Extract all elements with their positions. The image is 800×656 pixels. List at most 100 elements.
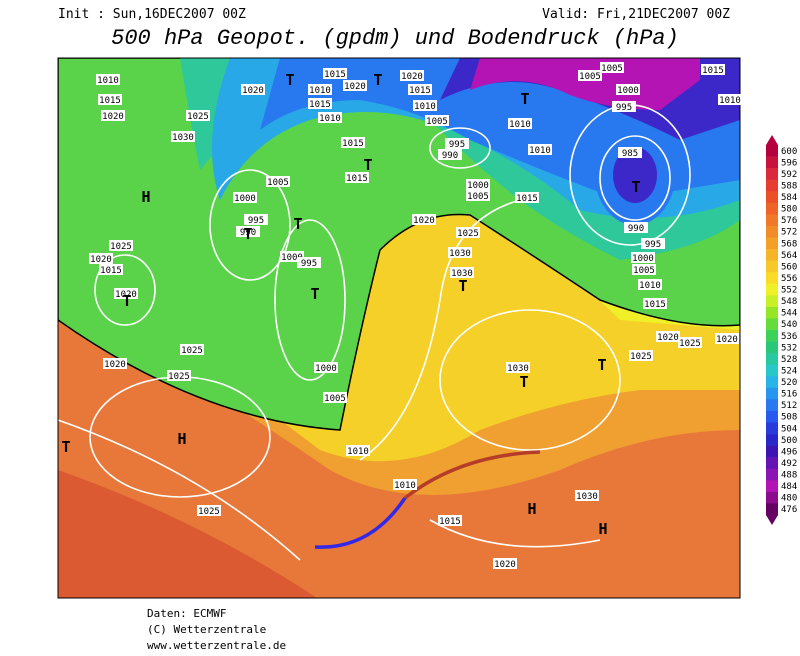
colorbar-step <box>766 249 778 261</box>
isobar-label-bg <box>448 247 472 258</box>
isobar-label-bg <box>438 515 462 526</box>
isobar-label: 1025 <box>168 372 190 382</box>
isobar-label: 1015 <box>644 300 666 310</box>
pressure-center: H <box>141 188 150 206</box>
pressure-center: T <box>519 373 528 391</box>
isobar-label-bg <box>656 331 680 342</box>
isobar-label: 1005 <box>267 178 289 188</box>
colorbar-label: 540 <box>781 320 797 330</box>
colorbar-label: 488 <box>781 471 797 481</box>
isobar-label: 1010 <box>309 86 331 96</box>
isobar-label: 1020 <box>115 290 137 300</box>
isobar-label: 1020 <box>413 216 435 226</box>
isobar-label-bg <box>314 362 338 373</box>
isobar-label: 1025 <box>630 352 652 362</box>
isobar-label: 1010 <box>414 102 436 112</box>
map-title: 500 hPa Geopot. (gpdm) und Bodendruck (h… <box>111 26 679 51</box>
colorbar-label: 500 <box>781 436 797 446</box>
isobar-label-bg <box>171 131 195 142</box>
isobar-label: 1030 <box>507 364 529 374</box>
isobar-label: 1000 <box>632 254 654 264</box>
colorbar-step <box>766 387 778 400</box>
isobar-label: 1015 <box>702 66 724 76</box>
pressure-center: T <box>310 285 319 303</box>
isobar-label: 985 <box>622 149 638 159</box>
isobar-label-bg <box>701 64 725 75</box>
isobar-label: 1025 <box>181 346 203 356</box>
isobar-label-bg <box>180 344 204 355</box>
isobar-label-bg <box>99 264 123 275</box>
colorbar-step <box>766 214 778 227</box>
valid-time: Valid: Fri,21DEC2007 00Z <box>542 7 730 22</box>
isobar-label-bg <box>109 240 133 251</box>
isobar-label-bg <box>318 112 342 123</box>
isobar-label: 1025 <box>187 112 209 122</box>
colorbar-step <box>766 295 778 308</box>
colorbar-step <box>766 283 778 296</box>
colorbar-step <box>766 410 778 423</box>
isobar-label-bg <box>186 110 210 121</box>
footer-line: Daten: ECMWF <box>147 607 226 620</box>
colorbar-step <box>766 399 778 412</box>
colorbar-label: 564 <box>781 251 797 261</box>
isobar-label: 995 <box>645 240 661 250</box>
pressure-center: H <box>177 430 186 448</box>
isobar-label-bg <box>323 392 347 403</box>
isobar-label: 1015 <box>99 96 121 106</box>
isobar-label-bg <box>323 68 347 79</box>
colorbar-step <box>766 364 778 377</box>
colorbar-label: 476 <box>781 505 797 515</box>
colorbar-step <box>766 156 778 169</box>
pressure-center: H <box>527 500 536 518</box>
isobar-label-bg <box>280 251 304 262</box>
isobar-label-bg <box>266 176 290 187</box>
isobar-label-bg <box>297 257 321 268</box>
isobar-label: 1000 <box>467 181 489 191</box>
isobar-label: 995 <box>449 140 465 150</box>
colorbar-step <box>766 491 778 504</box>
isobar-label-bg <box>456 227 480 238</box>
colorbar-label: 556 <box>781 274 797 284</box>
isobar-label-bg <box>346 445 370 456</box>
isobar-label: 1000 <box>234 194 256 204</box>
colorbar-label: 580 <box>781 205 797 215</box>
isobar-label-bg <box>632 264 656 275</box>
colorbar-label: 588 <box>781 181 797 191</box>
isobar-label-bg <box>413 100 437 111</box>
colorbar-cap <box>766 515 778 525</box>
colorbar-label: 552 <box>781 286 797 296</box>
isobar-label: 1015 <box>100 266 122 276</box>
pressure-center: T <box>520 90 529 108</box>
colorbar-step <box>766 503 778 516</box>
isobar-label-bg <box>631 252 655 263</box>
isobar-label: 1020 <box>657 333 679 343</box>
colorbar-label: 512 <box>781 401 797 411</box>
colorbar-label: 524 <box>781 366 797 376</box>
isobar-label: 1020 <box>102 112 124 122</box>
isobar-label-bg <box>466 179 490 190</box>
isobar-label: 995 <box>301 259 317 269</box>
isobar-label-bg <box>308 98 332 109</box>
colorbar-label: 480 <box>781 494 797 504</box>
isobar-label-bg <box>89 253 113 264</box>
isobar-label: 1025 <box>457 229 479 239</box>
isobar-label: 990 <box>240 228 256 238</box>
isobar-label: 1015 <box>309 100 331 110</box>
isobar-label: 1030 <box>576 492 598 502</box>
colorbar-label: 536 <box>781 332 797 342</box>
colorbar-label: 548 <box>781 297 797 307</box>
isobar-label: 1005 <box>467 192 489 202</box>
isobar-label-bg <box>508 118 532 129</box>
isobar-label-bg <box>197 505 221 516</box>
map-area <box>58 58 740 598</box>
colorbar-label: 568 <box>781 239 797 249</box>
isobar-label: 1020 <box>242 86 264 96</box>
colorbar-label: 520 <box>781 378 797 388</box>
isobar-label: 1010 <box>347 447 369 457</box>
isobar-label: 1020 <box>401 72 423 82</box>
pressure-center: T <box>61 438 70 456</box>
colorbar-step <box>766 480 778 493</box>
isobar-label: 1010 <box>394 481 416 491</box>
isobar-label-bg <box>236 226 260 237</box>
colorbar-step <box>766 260 778 273</box>
